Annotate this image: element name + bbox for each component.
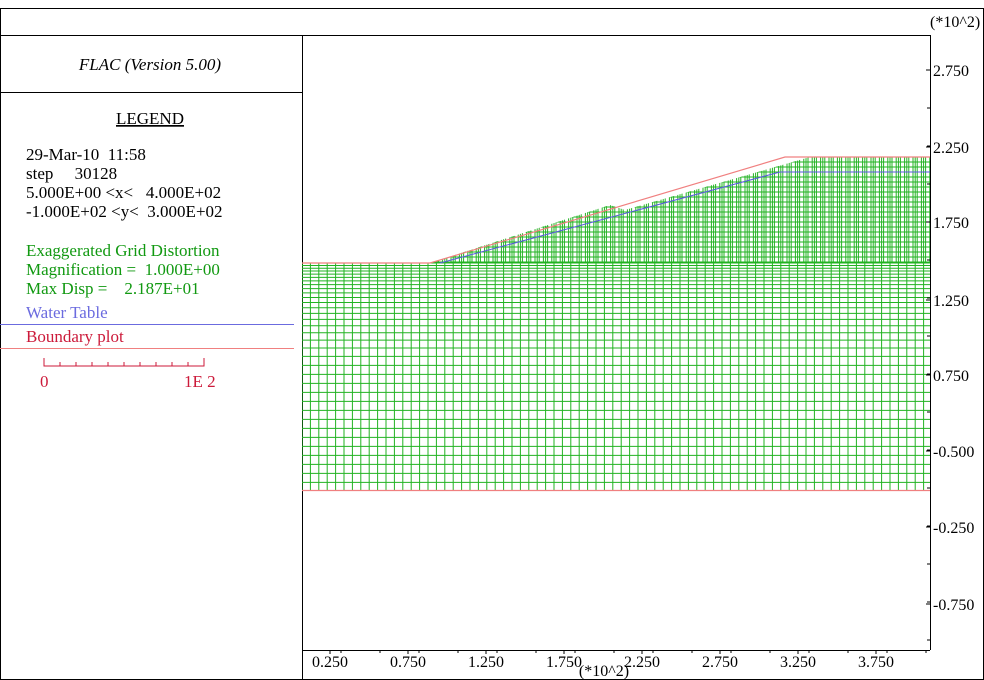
legend-line: step 30128 (26, 164, 117, 183)
x-tick-label: 3.250 (780, 654, 816, 671)
y-tick-label: -0.750 (933, 597, 974, 614)
water-table (439, 171, 930, 264)
y-tick-label: 0.750 (933, 368, 969, 385)
y-unit: (*10^2) (930, 14, 980, 31)
x-tick-label: 2.250 (624, 654, 660, 671)
y-tick-label: -0.500 (933, 444, 974, 461)
boundary-top (302, 156, 930, 264)
x-tick-label: 1.750 (546, 654, 582, 671)
y-tick-label: 2.250 (933, 140, 969, 157)
x-tick-label: 1.250 (468, 654, 504, 671)
legend-distortion: Exaggerated Grid Distortion (26, 241, 220, 260)
legend-line: 29-Mar-10 11:58 (26, 145, 146, 164)
legend-distortion: Magnification = 1.000E+00 (26, 260, 220, 279)
x-tick-label: 0.250 (312, 654, 348, 671)
scale-label: 1E 2 (184, 372, 216, 391)
legend-distortion: Max Disp = 2.187E+01 (26, 279, 200, 298)
x-tick-label: 0.750 (390, 654, 426, 671)
x-tick-label: 2.750 (702, 654, 738, 671)
x-tick-label: 3.750 (858, 654, 894, 671)
scale-bar (43, 358, 205, 367)
y-tick-label: -0.250 (933, 520, 974, 537)
app-title: FLAC (Version 5.00) (78, 55, 221, 74)
legend-water-table: Water Table (26, 303, 108, 322)
y-tick-label: 1.750 (933, 215, 969, 232)
scale-label: 0 (40, 372, 49, 391)
y-tick-label: 1.250 (933, 293, 969, 310)
x-unit: (*10^2) (579, 663, 629, 680)
legend-line: 5.000E+00 <x< 4.000E+02 (26, 183, 221, 202)
legend-heading: LEGEND (116, 109, 184, 128)
legend-boundary: Boundary plot (26, 327, 124, 346)
mesh-lines (302, 157, 930, 490)
mesh (302, 157, 930, 490)
legend-line: -1.000E+02 <y< 3.000E+02 (26, 202, 223, 221)
y-tick-label: 2.750 (933, 63, 969, 80)
